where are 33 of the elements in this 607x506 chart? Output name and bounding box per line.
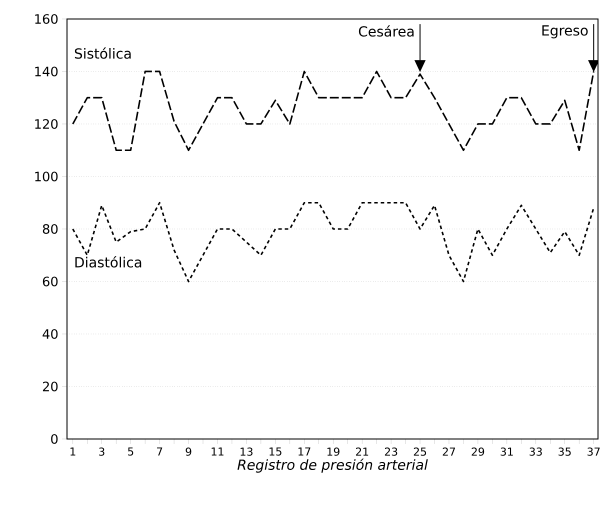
y-tick-label: 120 bbox=[35, 119, 58, 129]
x-tick-label: 19 bbox=[327, 448, 340, 456]
y-tick-label: 40 bbox=[42, 329, 58, 339]
x-tick-label: 23 bbox=[384, 448, 398, 456]
y-tick-label: 140 bbox=[35, 66, 58, 76]
x-tick-label: 21 bbox=[356, 448, 368, 456]
x-tick-label: 7 bbox=[157, 448, 162, 456]
y-tick-label: 20 bbox=[42, 382, 58, 392]
series-label: Sistólica bbox=[74, 47, 131, 59]
x-tick-label: 37 bbox=[588, 448, 600, 456]
x-tick-label: 15 bbox=[270, 448, 282, 456]
x-tick-label: 17 bbox=[298, 448, 310, 456]
annotation: Cesárea bbox=[358, 25, 414, 37]
x-tick-label: 25 bbox=[414, 448, 426, 456]
x-tick-label: 5 bbox=[128, 448, 134, 456]
x-tick-label: 35 bbox=[558, 448, 571, 456]
x-tick-label: 29 bbox=[472, 448, 484, 456]
annotation: Egreso bbox=[542, 25, 588, 38]
x-tick-label: 31 bbox=[500, 448, 513, 456]
y-tick-label: 60 bbox=[42, 276, 58, 286]
series-label: Diastólica bbox=[75, 256, 142, 268]
x-tick-label: 11 bbox=[212, 448, 224, 456]
x-tick-label: 9 bbox=[186, 448, 192, 456]
x-tick-label: 3 bbox=[99, 448, 104, 456]
x-tick-label: 13 bbox=[240, 448, 253, 456]
x-tick-label: 33 bbox=[530, 448, 542, 456]
x-tick-label: 27 bbox=[442, 448, 456, 456]
y-tick-label: 160 bbox=[35, 14, 58, 24]
y-tick-label: 80 bbox=[42, 224, 58, 234]
y-tick-label: 100 bbox=[35, 172, 58, 182]
x-axis-title: Registro de presión arterial bbox=[237, 458, 428, 473]
x-tick-label: 1 bbox=[70, 448, 76, 456]
y-tick-label: 0 bbox=[51, 434, 58, 444]
